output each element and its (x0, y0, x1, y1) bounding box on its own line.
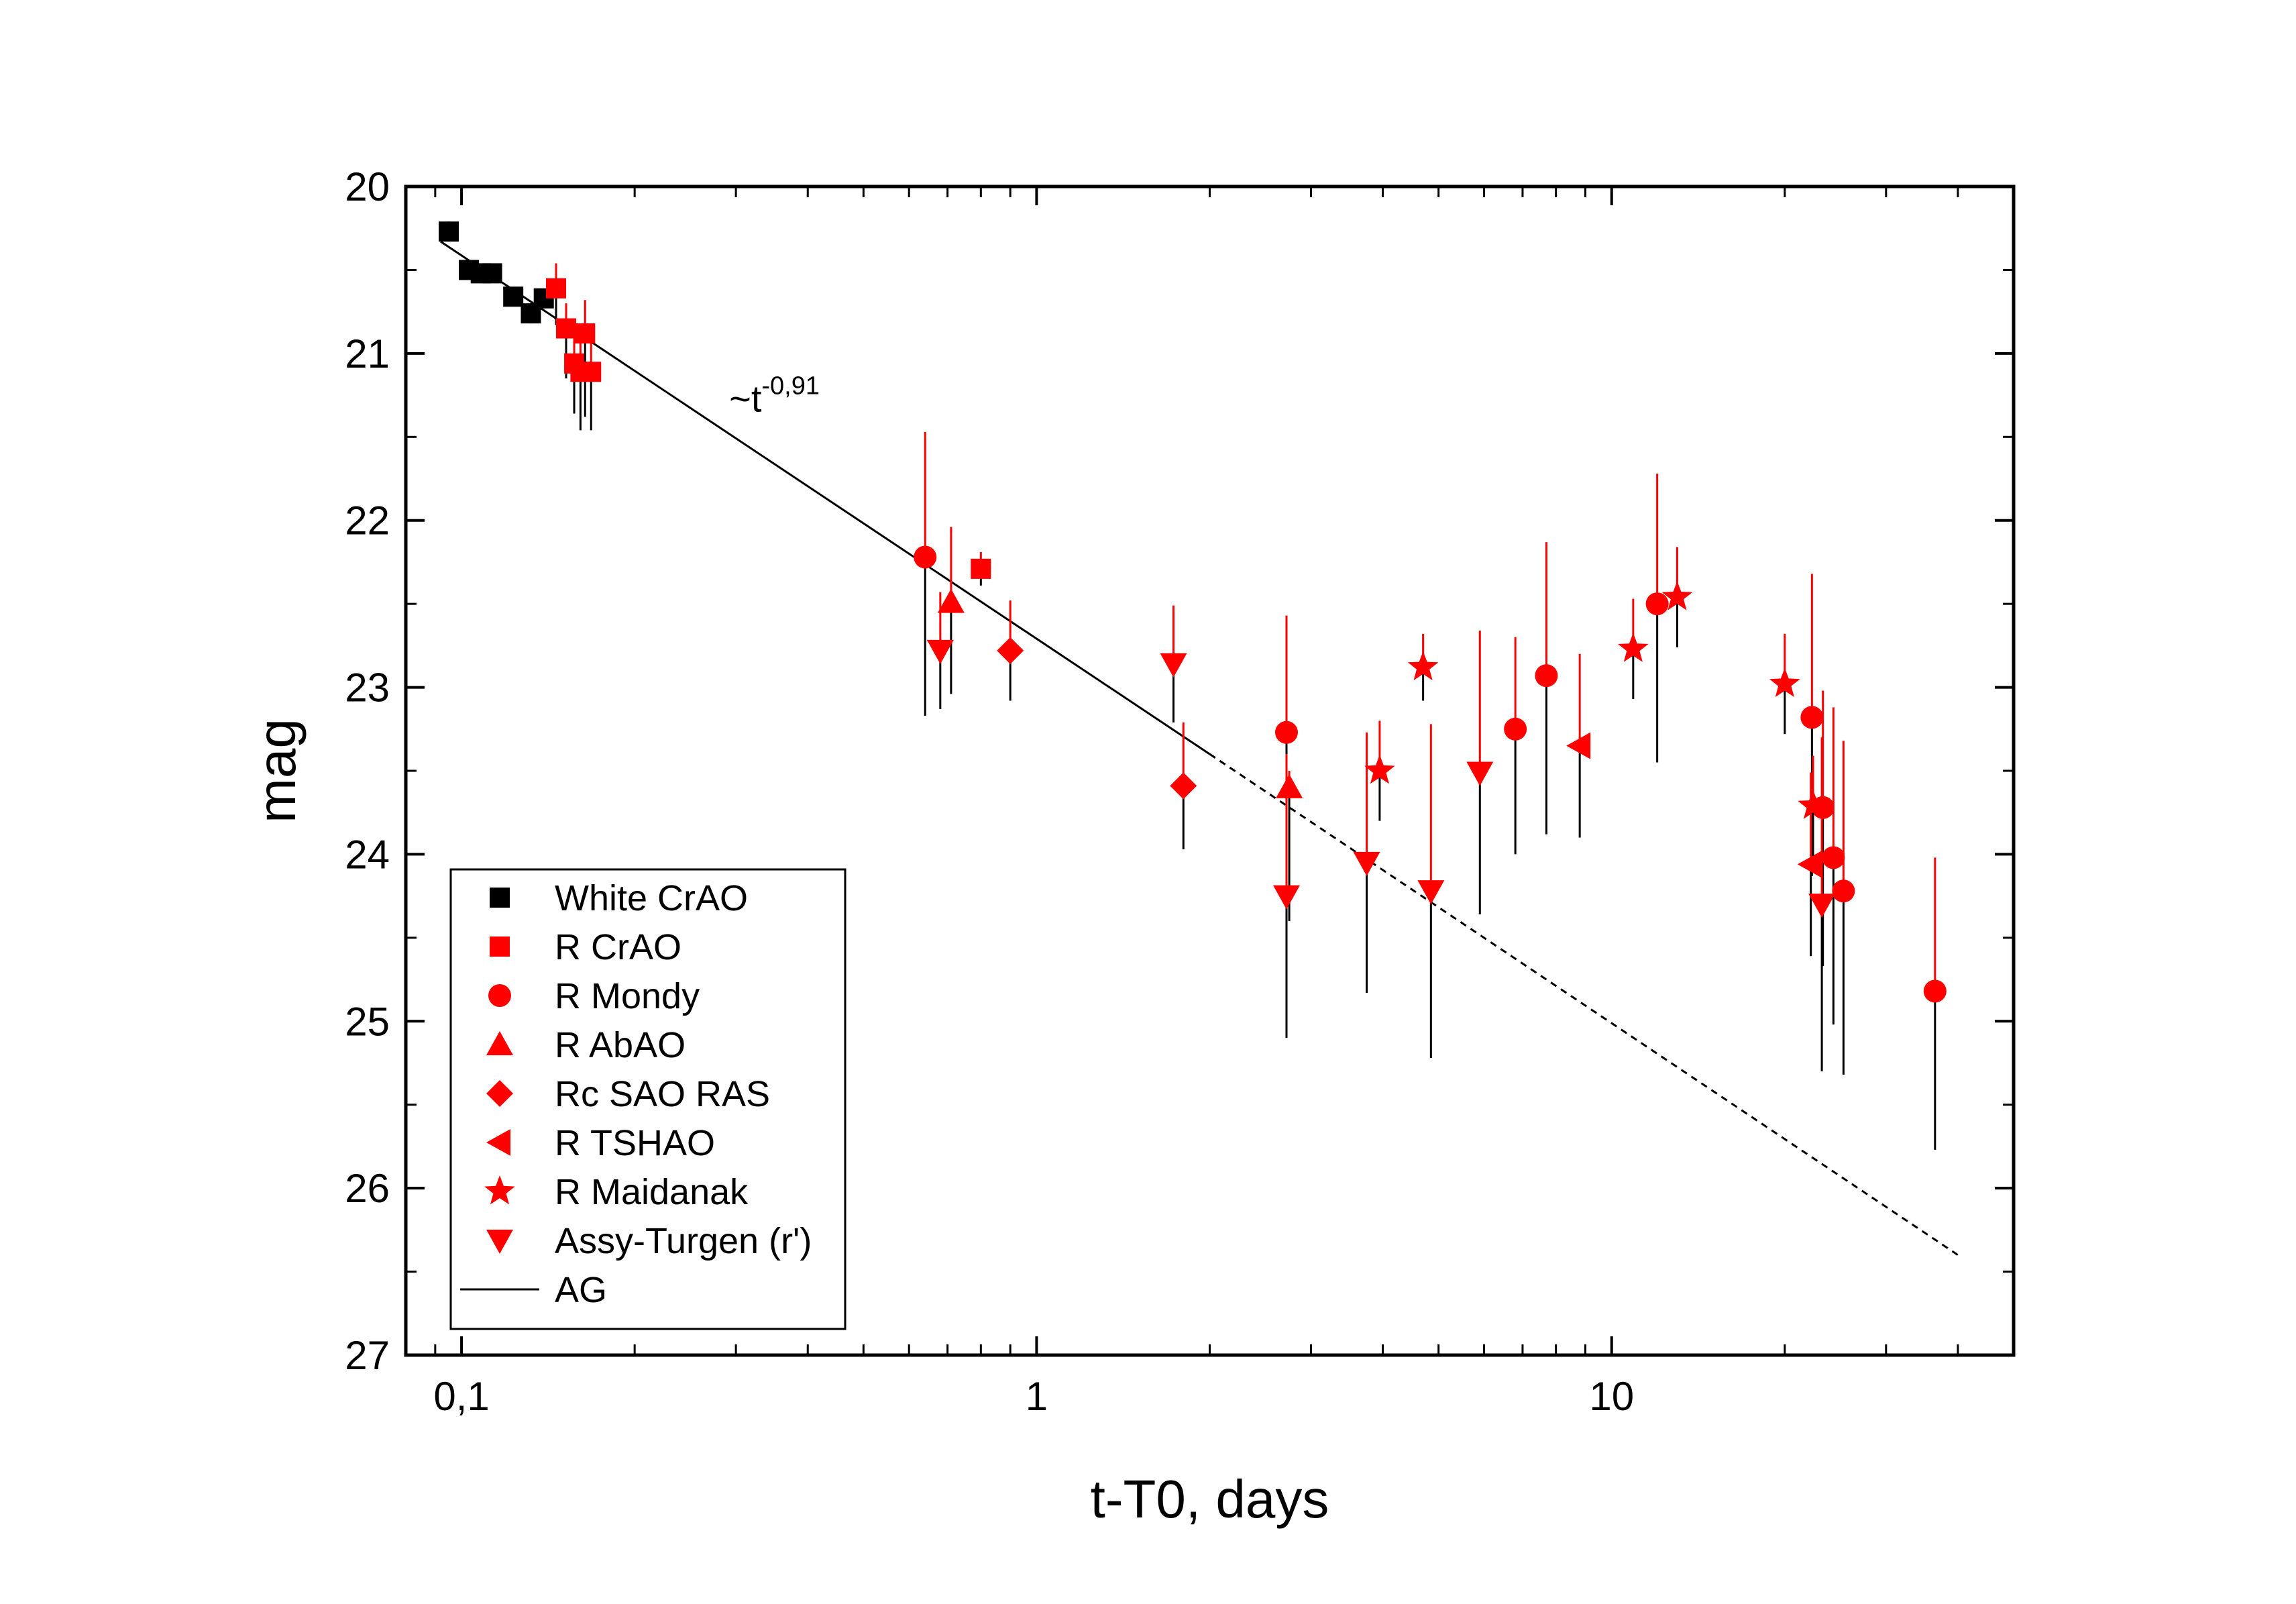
series-assy-turgen-r- (926, 592, 1836, 1071)
y-tick-label: 27 (345, 1333, 390, 1378)
data-point (937, 588, 965, 613)
data-point (926, 639, 954, 664)
legend-label: R Mondy (555, 976, 700, 1016)
legend-swatch (490, 888, 510, 908)
legend-swatch (486, 1031, 513, 1055)
fit-annotation-base: ~t (729, 378, 762, 420)
fit-line-dashed (1209, 753, 1959, 1256)
series-r-maidanak (1364, 547, 1828, 856)
data-point (438, 221, 459, 242)
data-point (1822, 846, 1845, 869)
legend-label: AG (555, 1270, 607, 1310)
data-point (1535, 664, 1558, 688)
legend-swatch (490, 937, 510, 957)
data-point (1923, 979, 1947, 1003)
legend-item: R Maidanak (484, 1172, 749, 1212)
y-tick-label: 20 (345, 164, 390, 209)
legend-item: Rc SAO RAS (486, 1074, 770, 1114)
data-point (1645, 592, 1669, 616)
data-point (1798, 790, 1828, 819)
data-point (1661, 581, 1693, 610)
data-point (1160, 653, 1187, 678)
legend-item: R TSHAO (486, 1123, 715, 1163)
series-white-crao (438, 221, 554, 324)
legend-label: R Maidanak (555, 1172, 749, 1212)
series-rc-sao-ras (997, 600, 1197, 849)
y-tick-label: 26 (345, 1166, 390, 1211)
plot-layer (438, 221, 1959, 1256)
x-tick-label: 1 (1026, 1374, 1048, 1419)
y-tick-label: 22 (345, 498, 390, 543)
data-point (1800, 706, 1824, 729)
data-point (1274, 720, 1298, 744)
data-point (1353, 851, 1380, 876)
data-point (997, 637, 1024, 664)
data-point (1364, 755, 1395, 784)
y-tick-label: 23 (345, 665, 390, 710)
x-tick-label: 10 (1589, 1374, 1634, 1419)
fit-annotation: ~t-0,91 (729, 372, 820, 420)
data-point (1272, 885, 1300, 910)
legend-item: R Mondy (488, 976, 700, 1016)
data-point (1170, 772, 1197, 800)
series-r-abao (937, 527, 1303, 921)
data-point (482, 263, 502, 284)
series-r-tshao (1566, 653, 1822, 957)
data-point (971, 558, 991, 579)
legend-label: R AbAO (555, 1025, 686, 1065)
axes-layer: 20 21 22 23 24 25 26 27 0,1 1 10 (345, 164, 2014, 1419)
series-r-crao (545, 263, 991, 586)
legend-item: R CrAO (490, 927, 681, 967)
data-point (1417, 880, 1445, 905)
data-point (1808, 894, 1836, 918)
data-point (555, 318, 576, 339)
data-point (1407, 651, 1439, 681)
data-point (1504, 717, 1527, 741)
y-tick-label: 25 (345, 999, 390, 1044)
legend-label: Assy-Turgen (r') (555, 1221, 812, 1261)
y-axis-title: mag (247, 718, 307, 823)
legend-label: Rc SAO RAS (555, 1074, 770, 1114)
legend-label: R TSHAO (555, 1123, 715, 1163)
data-point (1769, 667, 1800, 697)
data-point (1618, 633, 1649, 662)
legend-label: White CrAO (555, 878, 748, 918)
legend-swatch (486, 1230, 513, 1254)
data-point (545, 278, 566, 299)
y-tick-label: 21 (345, 331, 390, 376)
data-point (575, 323, 596, 343)
legend-swatch (488, 984, 511, 1007)
legend-item: Assy-Turgen (r') (486, 1221, 812, 1261)
data-point (1832, 879, 1855, 903)
x-tick-label: 0,1 (433, 1374, 489, 1419)
fit-annotation-exponent: -0,91 (761, 372, 820, 400)
legend-item: R AbAO (486, 1025, 686, 1065)
data-point (1466, 761, 1494, 786)
data-point (1276, 773, 1303, 798)
data-point (1797, 851, 1822, 878)
legend: White CrAO R CrAO R Mondy R AbAO Rc SAO RAS R… (449, 868, 846, 1330)
y-tick-label: 24 (345, 832, 390, 877)
data-point (581, 362, 602, 382)
data-point (1566, 732, 1591, 759)
legend-swatch (486, 1129, 510, 1156)
data-point (503, 286, 524, 307)
legend-label: R CrAO (555, 927, 681, 967)
legend-swatch (484, 1175, 515, 1205)
legend-swatch (486, 1080, 513, 1107)
x-axis-title: t-T0, days (1091, 1469, 1329, 1529)
data-point (914, 545, 937, 569)
legend-item: White CrAO (490, 878, 748, 918)
legend-item: AG (460, 1270, 607, 1310)
legend-box (449, 868, 846, 1330)
